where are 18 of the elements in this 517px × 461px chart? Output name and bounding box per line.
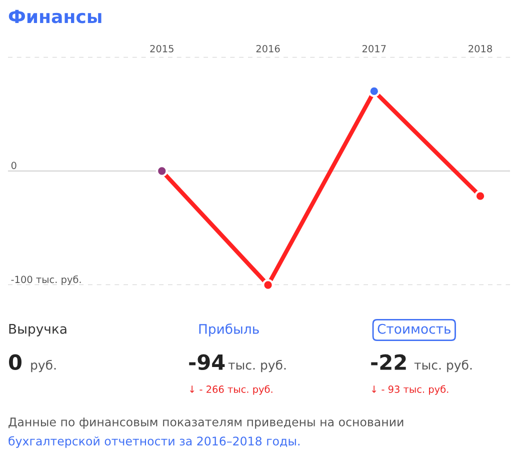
text: тыс. руб.: [414, 360, 472, 372]
text: руб.: [31, 360, 56, 372]
text: Данные по финансовым показателям приведены на основании: [8, 418, 404, 429]
text: Стоимость: [378, 324, 451, 334]
text: Выручка: [9, 324, 66, 336]
y-tick-label: -100 тыс. руб.: [11, 275, 81, 285]
text: ↓ - 266 тыс. руб.: [190, 385, 272, 395]
text: -22: [371, 354, 406, 370]
text: Прибыль: [199, 324, 259, 336]
text: -94: [189, 354, 225, 370]
text: тыс. руб.: [228, 360, 286, 372]
text: ↓ - 93 тыс. руб.: [372, 385, 448, 395]
x-tick-label: 2018: [468, 44, 492, 52]
text: бухгалтерской отчетности за 2016–2018 годы.: [8, 436, 300, 448]
chart-title: Финансы: [8, 10, 102, 24]
x-tick-label: 2015: [150, 44, 174, 52]
x-tick-label: 2016: [256, 44, 280, 52]
x-tick-label: 2017: [362, 44, 386, 52]
